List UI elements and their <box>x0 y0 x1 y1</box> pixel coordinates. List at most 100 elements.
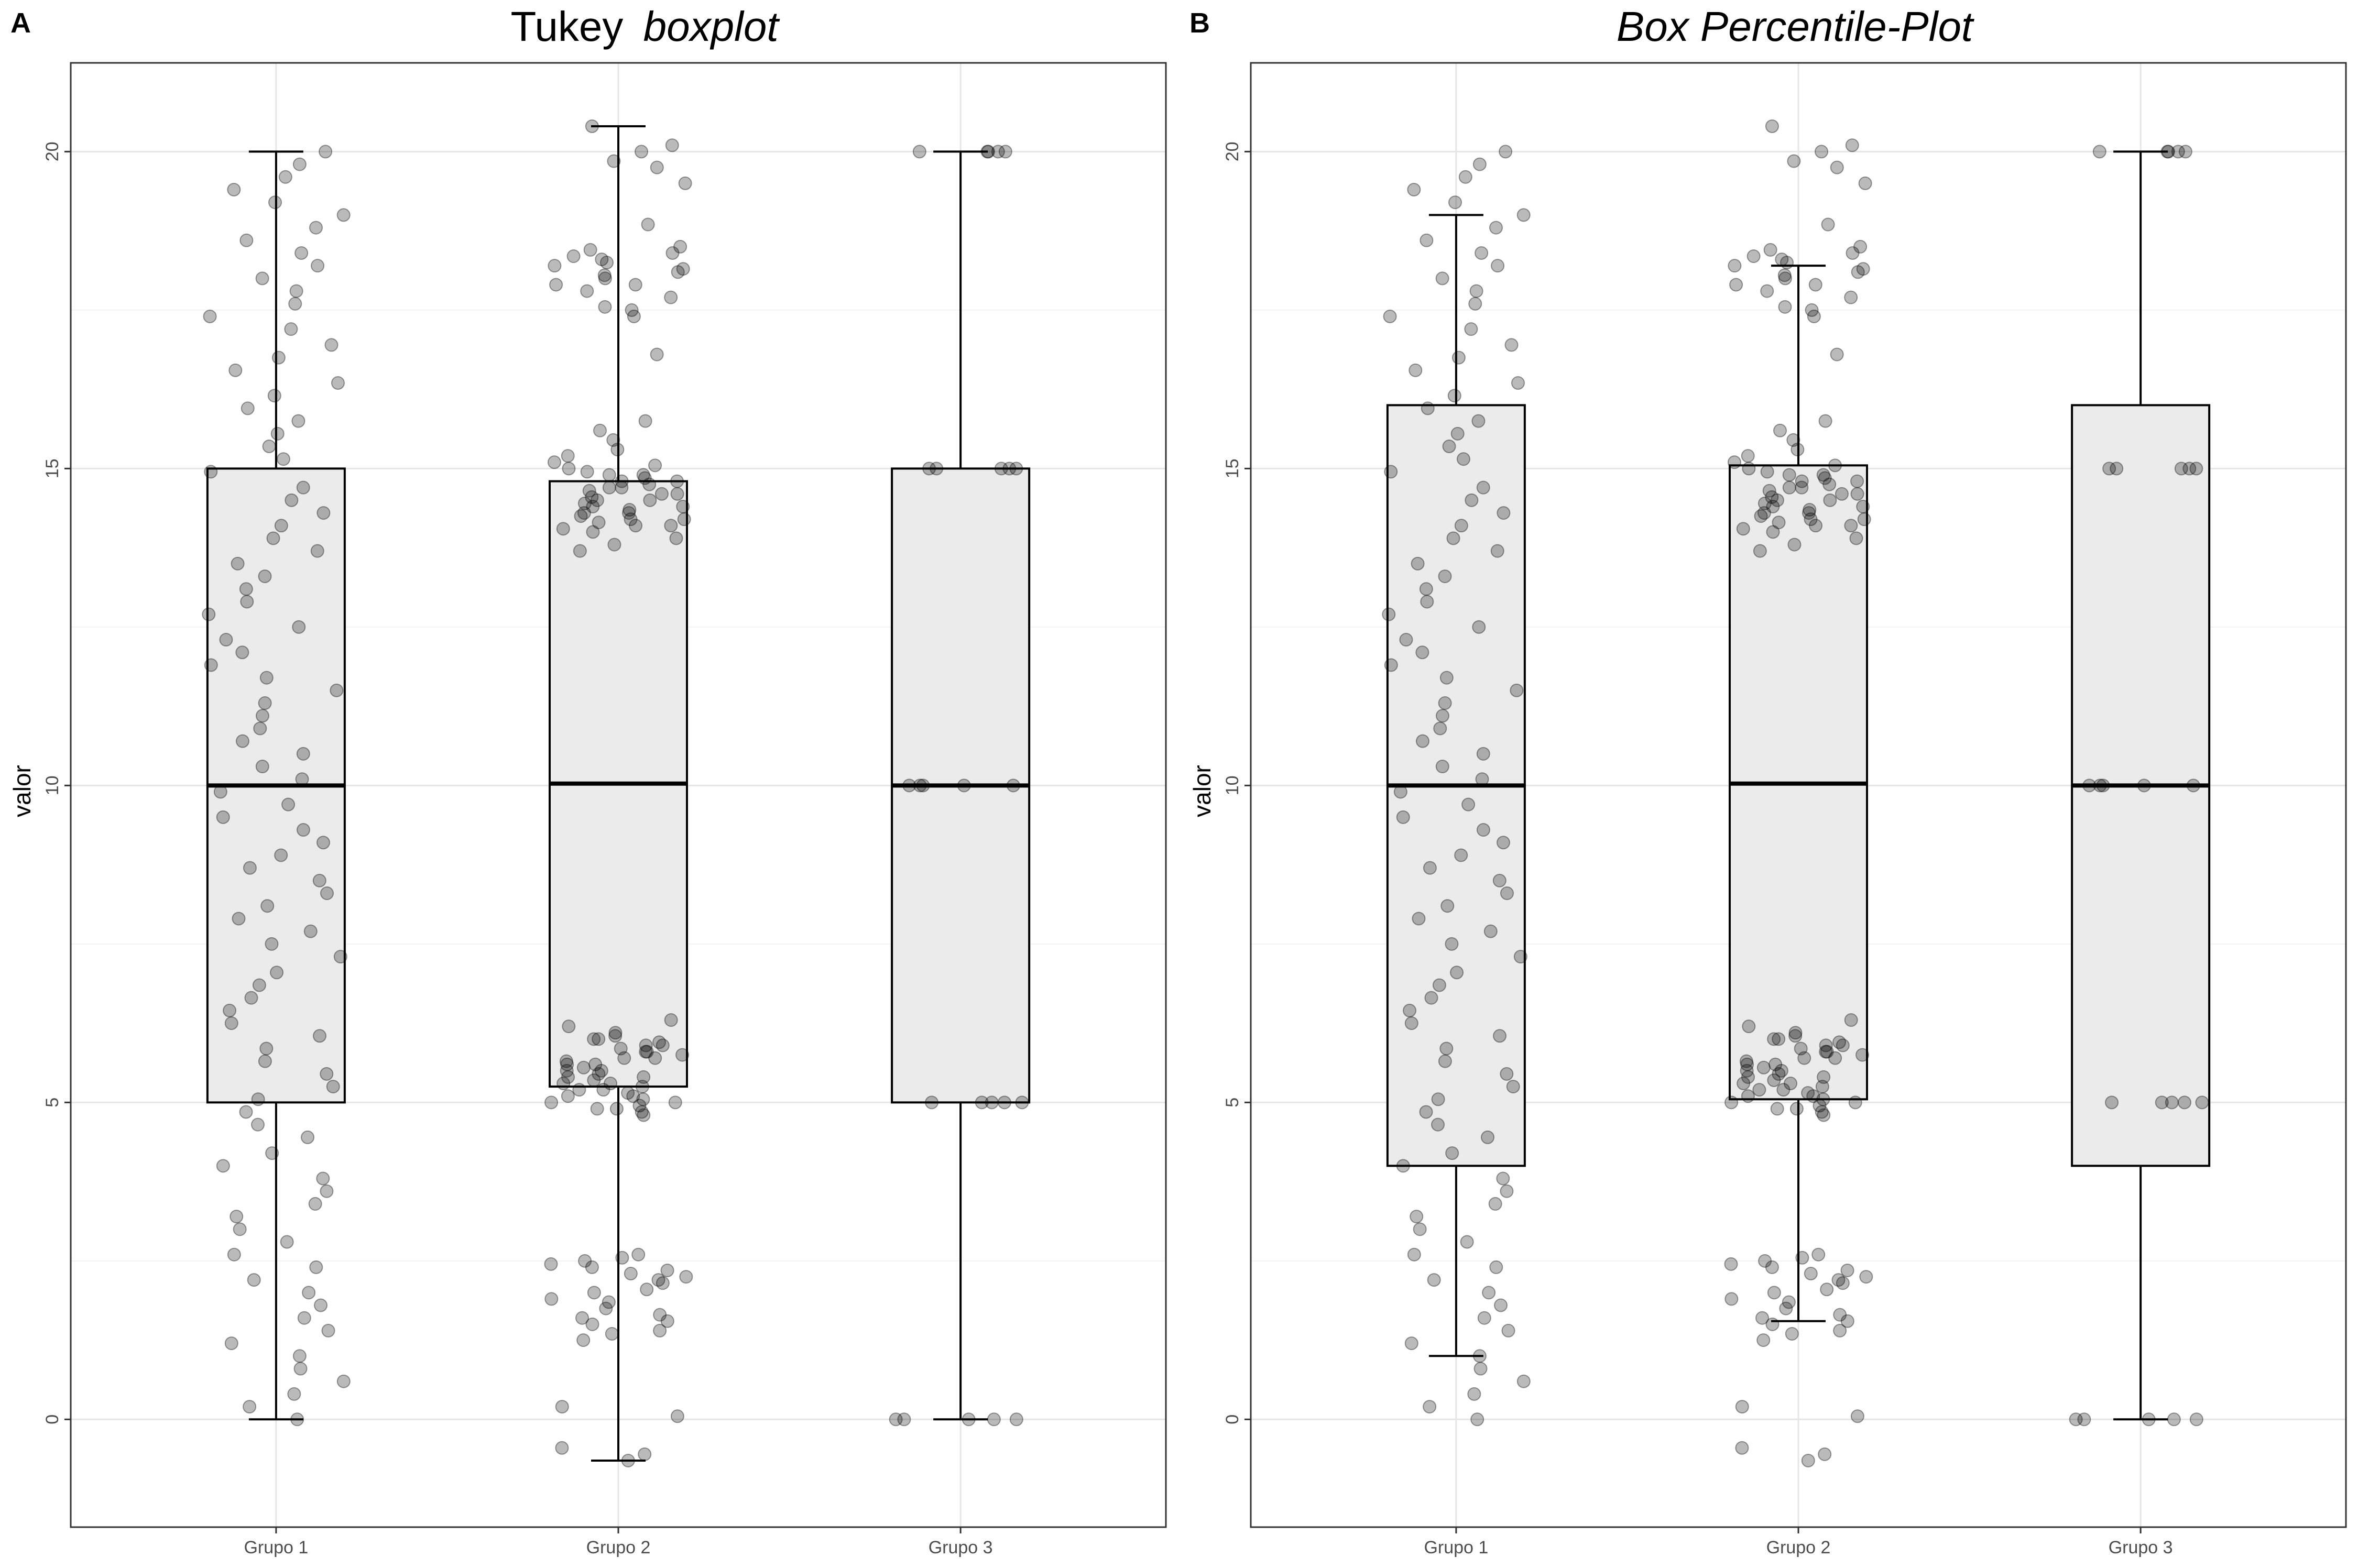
panel-b-grupo-2-point-13 <box>1782 1295 1796 1309</box>
panel-b-grupo-1-point-44 <box>1454 848 1468 862</box>
panel-a-grupo-2-point-75 <box>677 512 691 527</box>
panel-a-grupo-2-point-120 <box>566 249 581 264</box>
panel-a-grupo-2-point-38 <box>587 1073 601 1087</box>
panel-a-grupo-1-point-66 <box>258 569 272 584</box>
panel-b-grupo-2-point-9 <box>1840 1314 1854 1328</box>
panel-a-grupo-1-point-93 <box>309 221 323 235</box>
panel-b-grupo-2-point-32 <box>1816 1092 1830 1106</box>
panel-a-grupo-2-point-91 <box>562 462 576 476</box>
panel-b-grupo-3-point-0 <box>2142 1412 2156 1427</box>
panel-a-grupo-2-point-23 <box>544 1257 558 1271</box>
panel-b-grupo-2-point-23 <box>1724 1257 1738 1271</box>
panel-b-grupo-1-point-68 <box>1490 544 1504 558</box>
panel-a-grupo-2-point-62 <box>560 1063 574 1078</box>
panel-b-grupo-2-point-95 <box>1791 443 1805 457</box>
panel-b-y-tick-label-3: 15 <box>1222 458 1242 478</box>
panel-b-grupo-1-point-37 <box>1445 937 1459 951</box>
panel-b-grupo-1-point-35 <box>1450 966 1464 980</box>
panel-a-grupo-1-point-31 <box>224 1016 238 1030</box>
panel-a-grupo-2-point-48 <box>614 1041 628 1056</box>
panel-b-grupo-2-point-34 <box>1801 1086 1815 1100</box>
panel-b-grupo-2-point-126 <box>1830 160 1844 174</box>
panel-a-grupo-1-point-7 <box>321 1323 335 1337</box>
panel-a-grupo-1-point-20 <box>216 1159 230 1173</box>
panel-b-grupo-1-point-15 <box>1413 1222 1427 1236</box>
panel-b-grupo-3-point-18 <box>2110 462 2124 476</box>
panel-b-grupo-2-point-56 <box>1770 1102 1784 1116</box>
panel-b-grupo-1-point-67 <box>1411 556 1425 571</box>
panel-b-grupo-2-point-28 <box>1815 1105 1829 1119</box>
panel-a-grupo-2-point-119 <box>595 253 609 267</box>
panel-b-grupo-1-point-18 <box>1500 1184 1514 1198</box>
panel-b-grupo-1-point-17 <box>1488 1197 1502 1211</box>
panel-b-grupo-1-point-24 <box>1419 1105 1433 1119</box>
panel-a-grupo-3-point-21 <box>980 145 995 159</box>
panel-a-grupo-1-point-77 <box>270 426 285 441</box>
panel-b-grupo-2-point-121 <box>1846 246 1860 260</box>
panel-a-grupo-1-point-30 <box>312 1029 326 1043</box>
panel-a-grupo-1-point-23 <box>251 1117 265 1132</box>
panel-a-grupo-1-point-37 <box>265 937 279 951</box>
panel-b-grupo-2-point-37 <box>1784 1077 1798 1091</box>
panel-a-grupo-3-point-6 <box>925 1095 939 1110</box>
panel-b-grupo-2-point-93 <box>1727 455 1741 469</box>
panel-b-grupo-1-point-98 <box>1472 157 1487 171</box>
panel-b-grupo-1-point-31 <box>1404 1016 1418 1030</box>
panel-b-grupo-1-point-12 <box>1489 1260 1503 1274</box>
panel-b-grupo-1-point-87 <box>1468 297 1482 311</box>
panel-b-grupo-2-point-60 <box>1737 1077 1751 1091</box>
panel-a-grupo-1-point-32 <box>223 1003 237 1017</box>
panel-a-grupo-3-point-16 <box>994 462 1008 476</box>
panel-a-grupo-2-point-34 <box>621 1086 635 1100</box>
panel-a-grupo-2-point-58 <box>626 1089 640 1103</box>
panel-b-grupo-2-point-99 <box>1809 519 1823 533</box>
panel-a-grupo-2-point-85 <box>615 480 629 495</box>
panel-b-grupo-1-point-43 <box>1423 861 1437 875</box>
panel-a-grupo-1-point-56 <box>258 696 272 710</box>
panel-a-grupo-2-point-15 <box>587 1286 601 1300</box>
panel-b-grupo-2-point-76 <box>1754 509 1768 523</box>
panel-b-grupo-2-point-97 <box>1773 423 1787 437</box>
panel-a-grupo-3-point-23 <box>912 145 926 159</box>
panel-a-grupo-1-point-51 <box>255 760 269 774</box>
panel-b-grupo-3-point-15 <box>2189 462 2203 476</box>
panel-a-grupo-2-point-3 <box>670 1409 684 1423</box>
panel-b-grupo-1-point-82 <box>1409 363 1423 377</box>
panel-a-grupo-3-point-11 <box>1006 778 1020 793</box>
panel-b-grupo-1-point-42 <box>1492 873 1506 887</box>
panel-a-grupo-1-point-91 <box>294 246 309 260</box>
panel-b-grupo-2-point-116 <box>1856 262 1870 276</box>
panel-a-grupo-2-point-56 <box>590 1102 604 1116</box>
panel-b-grupo-2-point-70 <box>1849 531 1863 545</box>
panel-b-grupo-1-point-81 <box>1511 376 1525 390</box>
panel-a-grupo-1-point-73 <box>296 480 310 495</box>
panel-b-grupo-2-point-89 <box>1816 468 1830 482</box>
panel-b-grupo-2-point-124 <box>1821 217 1835 232</box>
panel-a-grupo-2-point-115 <box>671 265 685 279</box>
panel-b-grupo-1-point-40 <box>1440 899 1455 913</box>
panel-b-grupo-1-point-84 <box>1504 338 1519 352</box>
panel-b-grupo-2-point-67 <box>1772 1032 1786 1046</box>
panel-b-grupo-1-point-1 <box>1423 1400 1437 1414</box>
panel-a-grupo-2-point-117 <box>548 259 562 273</box>
panel-b-grupo-2-point-127 <box>1787 154 1801 168</box>
panel-b-grupo-3-point-3 <box>2167 1412 2181 1427</box>
panel-a-grupo-2-point-103 <box>602 468 616 482</box>
panel-b-grupo-2-point-131 <box>1830 347 1844 361</box>
panel-a-grupo-1-point-75 <box>276 452 290 466</box>
panel-b-grupo-3-point-1 <box>2077 1412 2091 1427</box>
panel-b-grupo-3-point-8 <box>2165 1095 2179 1110</box>
panel-a-grupo-1-point-36 <box>333 950 347 964</box>
panel-a-grupo-3-point-15 <box>1009 462 1023 476</box>
panel-b-grupo-2-point-30 <box>1813 1099 1827 1113</box>
panel-a-grupo-1-point-49 <box>213 785 227 799</box>
panel-a-grupo-1-point-26 <box>326 1080 340 1094</box>
panel-b-grupo-2-point-113 <box>1778 271 1792 286</box>
panel-b-grupo-1-point-94 <box>1516 208 1531 222</box>
panel-b-grupo-2-point-21 <box>1840 1263 1854 1277</box>
panel-a-grupo-2-point-108 <box>627 309 641 323</box>
panel-b-grupo-2-point-43 <box>1768 1057 1783 1071</box>
panel-a-grupo-2-point-69 <box>607 538 621 552</box>
panel-a-grupo-1-point-14 <box>280 1235 294 1249</box>
panel-b-y-axis: 0 5 10 15 20 <box>1222 141 1251 1424</box>
